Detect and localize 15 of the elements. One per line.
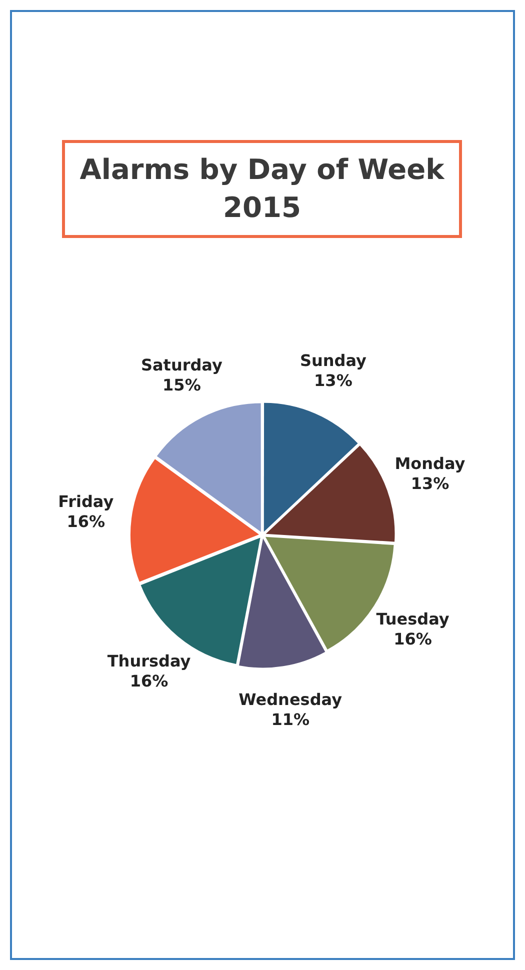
data-label: 15%: [162, 376, 201, 395]
slice-label: Sunday: [300, 350, 368, 370]
slice-label: Monday: [394, 454, 466, 473]
data-label: 16%: [130, 671, 168, 690]
slice-label: Saturday: [140, 356, 223, 375]
slice-label: Wednesday: [238, 690, 343, 709]
slice-label: Friday: [58, 492, 114, 511]
slice-label: Thursday: [107, 651, 192, 670]
data-label: 16%: [394, 630, 432, 649]
data-label: 11%: [271, 710, 310, 729]
slice-label: Tuesday: [376, 610, 450, 629]
chart-title: Alarms by Day of Week 2015: [62, 140, 462, 238]
data-label: 13%: [410, 474, 450, 493]
data-label: 16%: [66, 512, 106, 531]
data-label: 13%: [314, 370, 352, 390]
